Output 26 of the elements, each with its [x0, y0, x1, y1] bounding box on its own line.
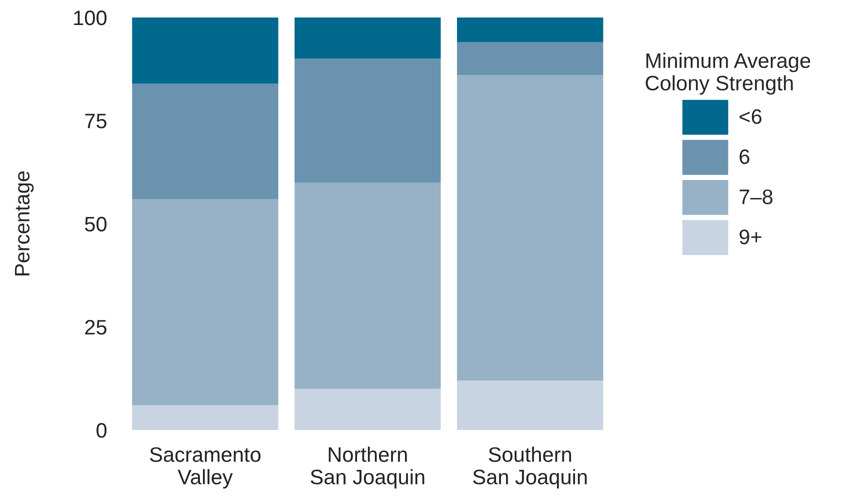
legend-label: 7–8 — [740, 189, 772, 204]
legend-label: 6 — [740, 149, 750, 164]
legend-title: Minimum Average Colony Strength — [646, 52, 810, 95]
legend-label: 9+ — [740, 230, 762, 244]
x-tick-label: Sacramento Valley — [150, 447, 260, 489]
bar — [457, 18, 604, 42]
y-tick-label: 50 — [84, 216, 106, 232]
legend-label: <6 — [740, 109, 762, 124]
bar — [294, 18, 441, 59]
bar — [294, 58, 441, 182]
y-tick-label: 0 — [96, 423, 106, 438]
bar — [294, 388, 441, 430]
bar — [132, 18, 278, 84]
bar — [457, 380, 604, 430]
y-axis-title: Percentage — [15, 171, 34, 276]
x-tick-label: Northern San Joaquin — [310, 446, 424, 489]
bar — [132, 84, 278, 199]
x-tick-label: Southern San Joaquin — [473, 446, 587, 489]
bar — [132, 199, 278, 406]
y-tick-label: 25 — [85, 320, 106, 335]
bar — [132, 405, 278, 430]
bar — [294, 182, 441, 389]
bar — [457, 75, 604, 380]
y-tick-label: 100 — [74, 10, 106, 26]
bar — [457, 42, 604, 76]
y-tick-label: 75 — [85, 114, 106, 128]
